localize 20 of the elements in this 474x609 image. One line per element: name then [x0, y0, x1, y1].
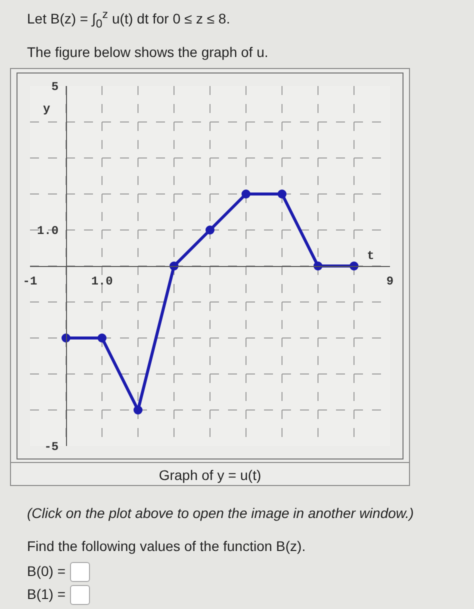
chart-subtitle: The figure below shows the graph of u. — [27, 44, 268, 60]
chart-title: Let B(z) = ∫$_{0}$$^{z}$ u(t) dt for 0 ≤ z ≤ 8. — [27, 8, 230, 30]
text: Find the following values of the function B(z). — [27, 537, 307, 556]
y-tick-label: -5 — [44, 440, 59, 454]
text: Graph of y = u(t) — [10, 462, 410, 487]
y-tick-label: 5 — [51, 80, 59, 94]
text: (Click on the plot above to open the image in another window.) — [27, 504, 414, 523]
x-tick-label: 1.0 — [91, 274, 113, 288]
point — [278, 190, 286, 198]
point — [134, 406, 142, 414]
text: B(0) = — [27, 562, 67, 581]
point — [242, 190, 250, 198]
x-axis-title: t — [367, 249, 374, 263]
y-tick-label: 1.0 — [36, 224, 59, 238]
x-tick-label: -1 — [22, 274, 38, 288]
y-axis-title: y — [43, 102, 50, 116]
x-tick-label: 9 — [386, 274, 394, 288]
text: B(1) = — [27, 585, 67, 604]
point — [98, 334, 106, 342]
point — [206, 226, 214, 234]
